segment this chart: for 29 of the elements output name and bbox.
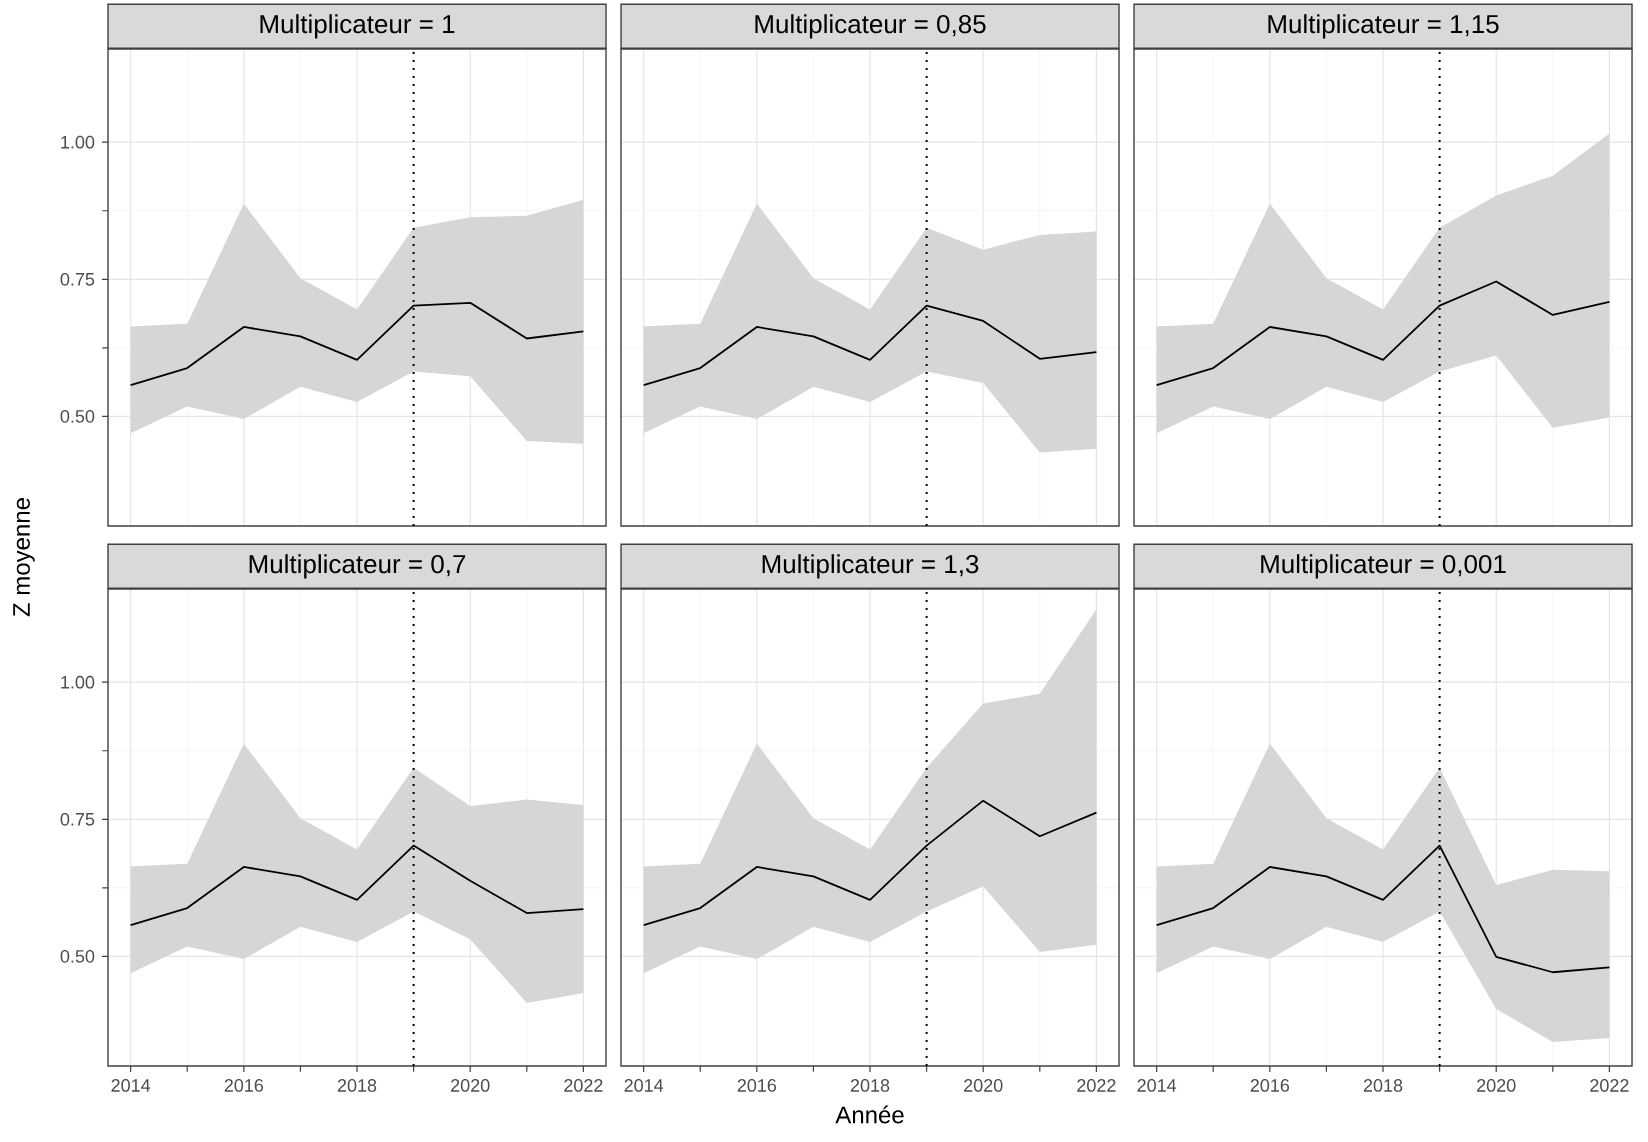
x-axis-title: Année: [835, 1105, 904, 1124]
x-tick-label: 2022: [1590, 1079, 1629, 1092]
x-tick-label: 2014: [1137, 1079, 1177, 1092]
x-tick-label: 2018: [1363, 1079, 1403, 1092]
x-tick-label: 2018: [850, 1079, 890, 1092]
y-tick-label: 1.00: [61, 135, 95, 149]
x-tick-label: 2022: [1077, 1079, 1116, 1092]
y-tick-label: 0.75: [60, 272, 95, 286]
x-tick-label: 2014: [111, 1079, 151, 1092]
x-tick-label: 2014: [624, 1079, 664, 1092]
x-tick-label: 2020: [964, 1079, 1003, 1092]
y-tick-label: 1.00: [61, 675, 95, 689]
chart-title: Multiplicateur = 0,001: [1261, 554, 1506, 579]
x-tick-label: 2020: [451, 1079, 490, 1092]
x-tick-label: 2016: [737, 1079, 777, 1092]
y-tick-label: 0.75: [60, 812, 95, 826]
x-tick-label: 2018: [337, 1079, 377, 1092]
x-tick-label: 2016: [224, 1079, 264, 1092]
chart-title: Multiplicateur = 1: [260, 14, 455, 39]
y-tick-label: 0.50: [60, 409, 95, 423]
chart-title: Multiplicateur = 0,85: [755, 14, 986, 39]
x-tick-label: 2022: [564, 1079, 603, 1092]
y-tick-label: 0.50: [60, 949, 95, 963]
chart-title: Multiplicateur = 1,3: [762, 554, 979, 579]
x-tick-label: 2016: [1250, 1079, 1290, 1092]
y-axis-title: Z moyenne: [13, 498, 35, 617]
chart-title: Multiplicateur = 1,15: [1268, 14, 1499, 39]
x-tick-label: 2020: [1477, 1079, 1516, 1092]
chart-title: Multiplicateur = 0,7: [249, 554, 466, 579]
